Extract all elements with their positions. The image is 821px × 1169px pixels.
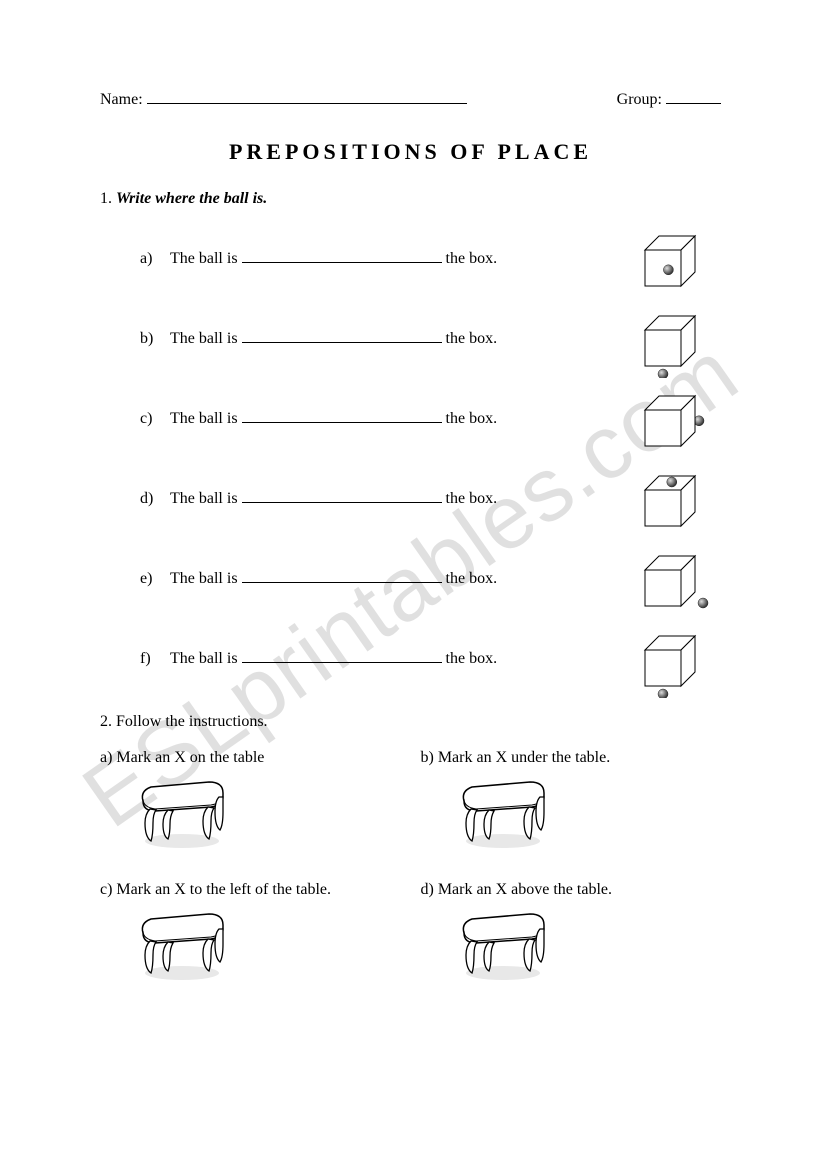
cube-icon — [639, 308, 711, 383]
answer-blank[interactable] — [242, 329, 442, 343]
question-row: c) The ball is the box. — [100, 378, 721, 458]
instruction-cell: c) Mark an X to the left of the table. — [100, 881, 401, 998]
instruction-cell: a) Mark an X on the table — [100, 749, 401, 866]
question-prefix: The ball is — [170, 650, 238, 668]
question-suffix: the box. — [446, 650, 498, 668]
section1-label: 1. Write where the ball is. — [100, 190, 721, 208]
cube-icon — [639, 228, 711, 303]
cube-icon — [639, 628, 711, 703]
answer-blank[interactable] — [242, 649, 442, 663]
section2-label: 2. Follow the instructions. — [100, 713, 721, 731]
instruction-text: c) Mark an X to the left of the table. — [100, 881, 401, 899]
cube-icon — [639, 388, 711, 463]
question-text: a) The ball is the box. — [100, 249, 497, 268]
question-letter: d) — [140, 490, 170, 508]
question-prefix: The ball is — [170, 250, 238, 268]
question-suffix: the box. — [446, 490, 498, 508]
question-prefix: The ball is — [170, 570, 238, 588]
question-letter: c) — [140, 410, 170, 428]
question-letter: f) — [140, 650, 170, 668]
question-letter: b) — [140, 330, 170, 348]
answer-blank[interactable] — [242, 249, 442, 263]
instruction-cell: d) Mark an X above the table. — [421, 881, 722, 998]
question-prefix: The ball is — [170, 330, 238, 348]
group-field: Group: — [617, 90, 721, 109]
question-letter: a) — [140, 250, 170, 268]
cube-icon — [639, 548, 711, 623]
instruction-text: b) Mark an X under the table. — [421, 749, 722, 767]
table-icon — [100, 899, 401, 998]
cube-icon — [639, 468, 711, 543]
question-row: a) The ball is the box. — [100, 218, 721, 298]
question-text: b) The ball is the box. — [100, 329, 497, 348]
question-text: f) The ball is the box. — [100, 649, 497, 668]
answer-blank[interactable] — [242, 569, 442, 583]
table-icon — [421, 899, 722, 998]
question-text: d) The ball is the box. — [100, 489, 497, 508]
question-text: e) The ball is the box. — [100, 569, 497, 588]
question-row: e) The ball is the box. — [100, 538, 721, 618]
question-row: d) The ball is the box. — [100, 458, 721, 538]
instruction-text: d) Mark an X above the table. — [421, 881, 722, 899]
instruction-cell: b) Mark an X under the table. — [421, 749, 722, 866]
question-prefix: The ball is — [170, 410, 238, 428]
table-icon — [100, 767, 401, 866]
name-blank[interactable] — [147, 90, 467, 104]
answer-blank[interactable] — [242, 489, 442, 503]
question-row: b) The ball is the box. — [100, 298, 721, 378]
section1-items: a) The ball is the box. b) The ball is t… — [100, 218, 721, 698]
page-title: PREPOSITIONS OF PLACE — [100, 139, 721, 165]
question-row: f) The ball is the box. — [100, 618, 721, 698]
question-suffix: the box. — [446, 410, 498, 428]
table-icon — [421, 767, 722, 866]
question-suffix: the box. — [446, 330, 498, 348]
question-suffix: the box. — [446, 570, 498, 588]
header-row: Name: Group: — [100, 90, 721, 109]
question-text: c) The ball is the box. — [100, 409, 497, 428]
question-suffix: the box. — [446, 250, 498, 268]
name-label: Name: — [100, 91, 143, 108]
question-letter: e) — [140, 570, 170, 588]
section1-number: 1. — [100, 190, 112, 207]
section1-instruction: Write where the ball is. — [116, 190, 267, 207]
instruction-text: a) Mark an X on the table — [100, 749, 401, 767]
answer-blank[interactable] — [242, 409, 442, 423]
question-prefix: The ball is — [170, 490, 238, 508]
name-field: Name: — [100, 90, 617, 109]
group-label: Group: — [617, 91, 662, 108]
group-blank[interactable] — [666, 90, 721, 104]
section2-grid: a) Mark an X on the table b) Mark an X u… — [100, 749, 721, 998]
